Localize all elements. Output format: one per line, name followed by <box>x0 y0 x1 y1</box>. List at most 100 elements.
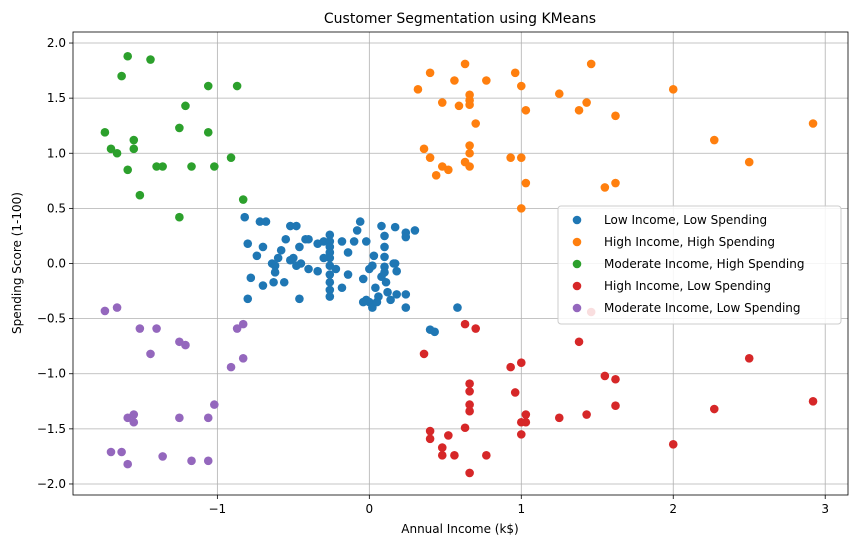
data-point <box>453 303 462 312</box>
legend: Low Income, Low Spending High Income, Hig… <box>557 205 842 325</box>
data-point <box>380 268 389 277</box>
y-tick-label: 0.5 <box>47 201 66 215</box>
data-point <box>281 234 291 244</box>
data-point <box>135 190 145 200</box>
data-point <box>203 456 213 466</box>
data-point <box>319 237 329 246</box>
data-point <box>383 287 392 297</box>
data-point <box>295 294 304 304</box>
data-point <box>521 105 531 115</box>
data-point <box>286 221 295 231</box>
x-axis-label: Annual Income (k$) <box>401 522 518 536</box>
data-point <box>450 451 459 460</box>
data-point <box>123 165 133 175</box>
x-tick-label: 2 <box>669 502 677 516</box>
data-point <box>337 283 347 293</box>
data-point <box>465 406 474 416</box>
data-point <box>325 277 335 287</box>
data-point <box>269 277 278 287</box>
data-point <box>361 237 371 246</box>
data-point <box>425 434 435 444</box>
y-tick-label: 1.5 <box>47 91 66 105</box>
legend-marker <box>572 215 582 225</box>
data-point <box>203 128 213 137</box>
data-point <box>482 76 491 85</box>
data-point <box>430 327 439 337</box>
data-point <box>292 221 301 231</box>
data-point <box>437 443 447 452</box>
data-point <box>668 439 678 449</box>
data-point <box>203 81 213 91</box>
data-point <box>465 148 474 158</box>
data-point <box>252 251 262 261</box>
data-point <box>181 340 190 350</box>
data-point <box>129 144 139 154</box>
data-point <box>337 237 347 246</box>
data-point <box>210 400 219 409</box>
data-point <box>243 294 253 304</box>
data-point <box>112 303 122 312</box>
data-point <box>187 162 196 171</box>
legend-entry: High Income, High Spending <box>604 235 775 249</box>
data-point <box>410 226 420 235</box>
data-point <box>152 324 161 333</box>
data-point <box>437 451 447 460</box>
data-point <box>437 98 447 107</box>
data-point <box>270 261 280 271</box>
data-point <box>465 387 474 396</box>
data-point <box>510 68 520 78</box>
data-point <box>465 379 474 388</box>
data-point <box>611 374 620 384</box>
data-point <box>506 153 515 162</box>
data-point <box>521 178 531 188</box>
data-point <box>419 349 429 359</box>
data-point <box>554 413 564 423</box>
data-point <box>582 98 591 107</box>
data-point <box>465 400 474 409</box>
axis-ticks: −1 0 1 2 3 −2.0 −1.5 −1.0 −0.5 0.0 0.5 1.0 1.5 2.0 <box>37 36 829 516</box>
data-point <box>276 245 286 255</box>
x-tick-label: 0 <box>366 502 374 516</box>
data-point <box>270 268 280 277</box>
data-point <box>471 324 480 333</box>
data-point <box>232 324 242 333</box>
data-point <box>611 178 620 188</box>
data-point <box>460 319 470 329</box>
data-point <box>181 101 190 111</box>
data-point <box>582 410 591 419</box>
data-point <box>319 253 329 263</box>
data-point <box>521 417 531 427</box>
data-point <box>369 251 379 261</box>
data-point <box>611 111 620 121</box>
data-point <box>389 259 398 268</box>
data-point <box>258 242 268 252</box>
data-point <box>135 324 145 333</box>
data-point <box>744 354 754 363</box>
data-point <box>380 231 389 241</box>
data-point <box>401 290 411 299</box>
data-point <box>516 204 526 213</box>
data-point <box>431 171 441 180</box>
data-point <box>175 123 184 133</box>
data-point <box>709 404 719 414</box>
data-point <box>808 119 818 128</box>
data-point <box>238 195 248 204</box>
data-point <box>386 295 395 305</box>
series-2-points <box>413 59 818 213</box>
data-point <box>258 281 268 290</box>
data-point <box>380 242 389 252</box>
data-point <box>255 217 265 226</box>
legend-marker <box>572 281 582 291</box>
series-1-points <box>240 212 462 337</box>
data-point <box>377 221 386 231</box>
legend-marker <box>572 237 582 247</box>
data-point <box>325 230 335 240</box>
data-point <box>586 59 596 69</box>
data-point <box>401 232 411 242</box>
data-point <box>129 410 139 419</box>
data-point <box>392 266 401 276</box>
data-point <box>392 290 401 299</box>
data-point <box>325 285 335 295</box>
data-point <box>368 261 377 271</box>
